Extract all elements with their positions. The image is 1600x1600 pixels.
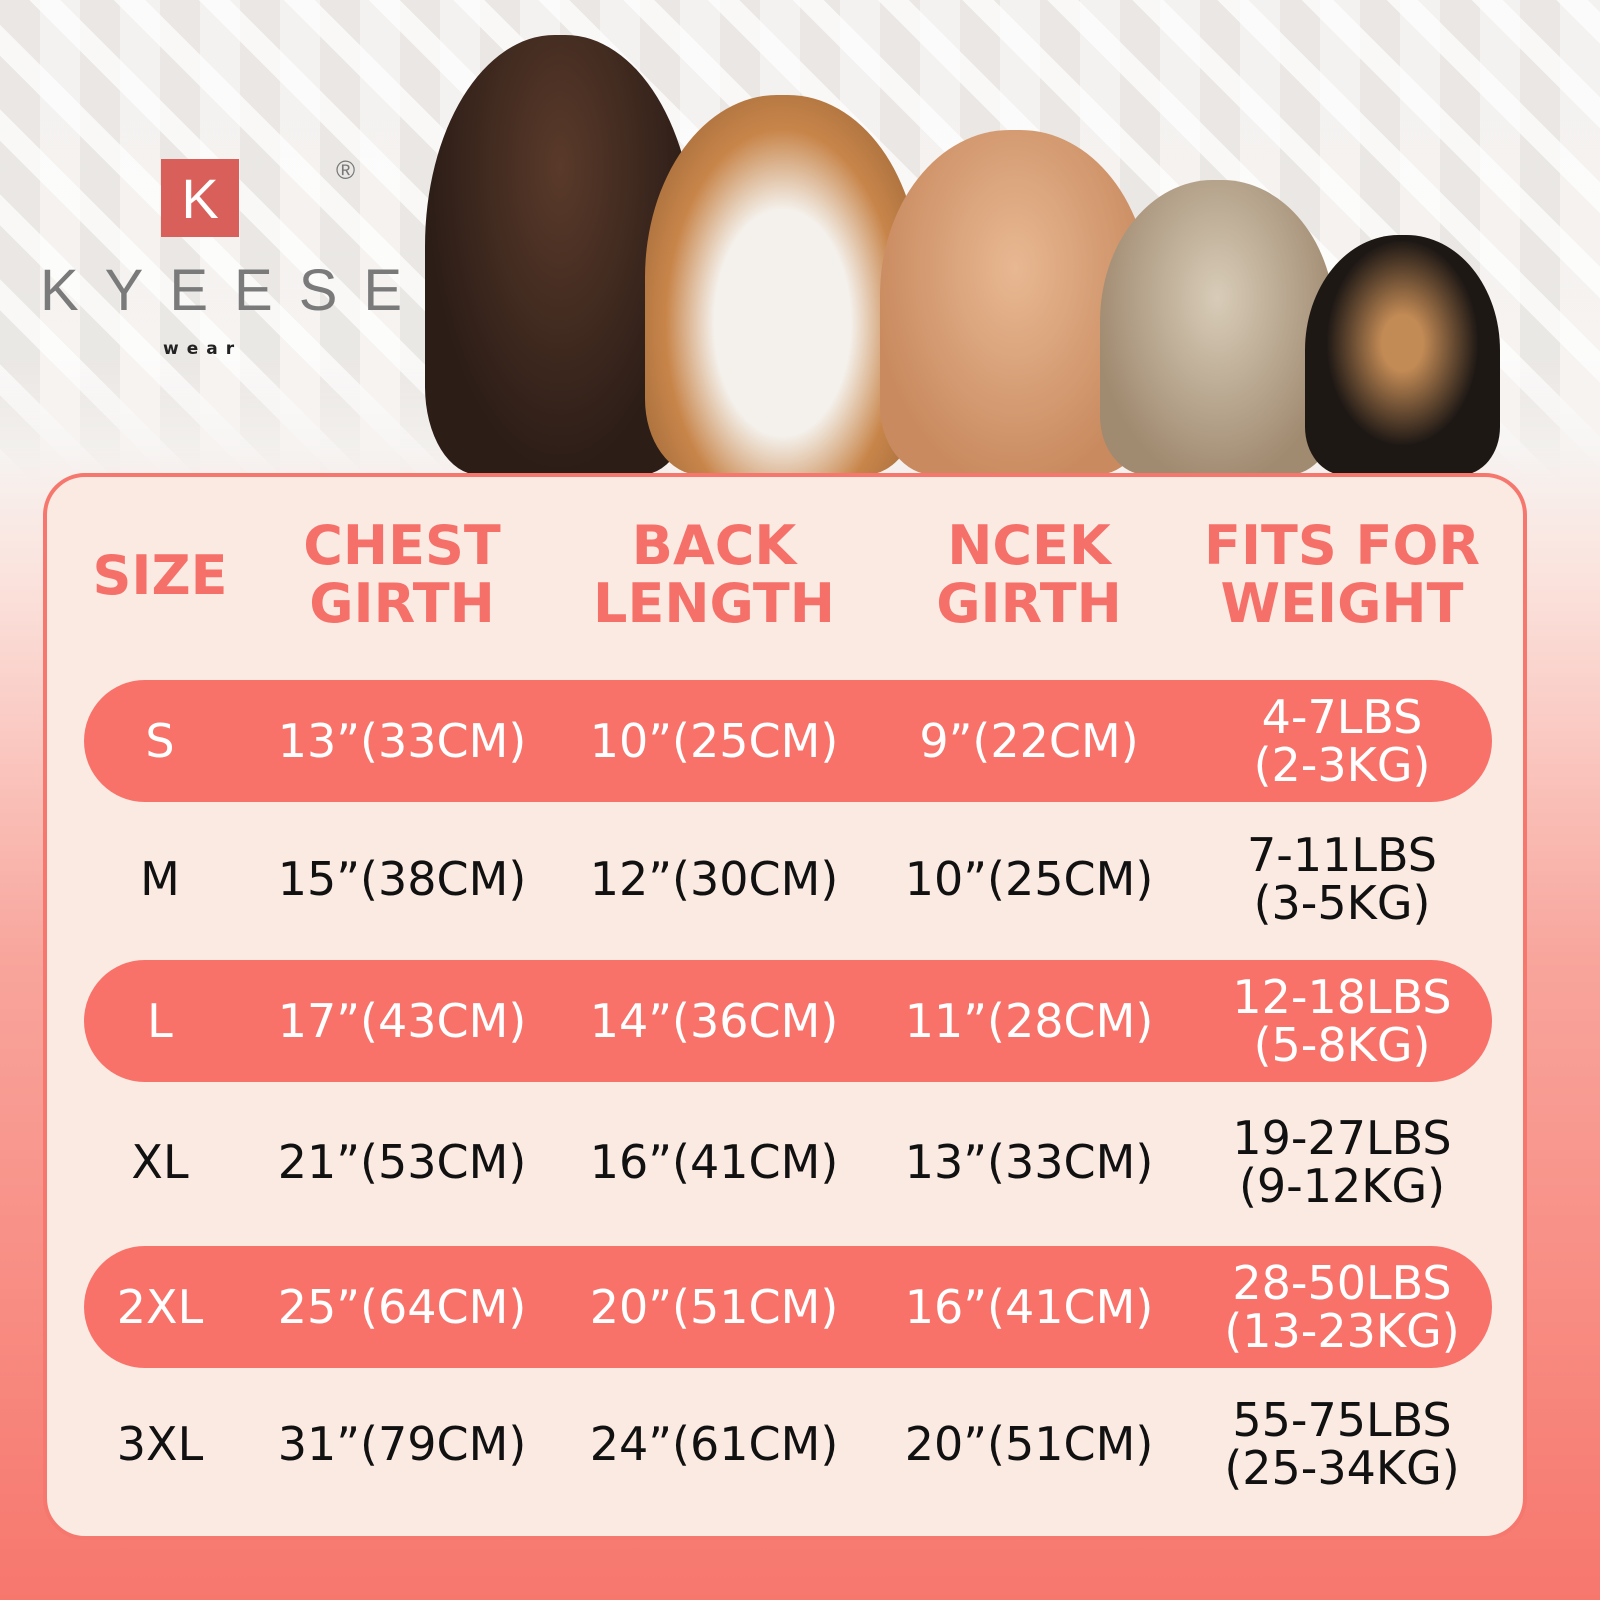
cell-size: M — [140, 852, 180, 906]
cell-neck: 20”(51CM) — [904, 1417, 1154, 1471]
row-highlight — [84, 1246, 1492, 1368]
cell-weight-lbs: 4-7LBS — [1261, 690, 1423, 744]
terrier-image — [1100, 180, 1335, 475]
cell-weight-lbs: 55-75LBS — [1232, 1393, 1452, 1447]
cell-weight: 28-50LBS (13-23KG) — [1224, 1259, 1459, 1355]
header-size: SIZE — [92, 544, 228, 607]
header-chest-girth: CHEST GIRTH — [303, 514, 501, 635]
cell-weight-kg: (9-12KG) — [1238, 1159, 1446, 1213]
brand-name: KYEESE — [40, 258, 429, 323]
header-neck-girth: NCEK GIRTH — [936, 514, 1122, 635]
cell-weight-kg: (25-34KG) — [1224, 1441, 1460, 1495]
cell-weight-kg: (5-8KG) — [1253, 1018, 1431, 1072]
cell-weight-lbs: 19-27LBS — [1232, 1111, 1452, 1165]
cell-neck: 11”(28CM) — [904, 994, 1154, 1048]
cell-weight-kg: (13-23KG) — [1224, 1304, 1460, 1358]
header-back-length: BACK LENGTH — [593, 514, 835, 635]
cell-weight-lbs: 28-50LBS — [1232, 1256, 1452, 1310]
brand-logo: K ® KYEESE wear — [40, 155, 402, 365]
cell-chest: 17”(43CM) — [277, 994, 527, 1048]
cell-weight-lbs: 12-18LBS — [1232, 970, 1452, 1024]
cell-neck: 16”(41CM) — [904, 1280, 1154, 1334]
cell-size: L — [147, 994, 173, 1048]
cell-weight: 12-18LBS (5-8KG) — [1232, 973, 1451, 1069]
cell-chest: 21”(53CM) — [277, 1135, 527, 1189]
cell-chest: 25”(64CM) — [277, 1280, 527, 1334]
cell-back: 16”(41CM) — [589, 1135, 839, 1189]
cell-weight: 7-11LBS (3-5KG) — [1247, 831, 1437, 927]
cell-neck: 10”(25CM) — [904, 852, 1154, 906]
registered-mark: ® — [336, 155, 356, 185]
chihuahua-image — [1305, 235, 1500, 475]
size-chart-table: SIZE CHEST GIRTH BACK LENGTH NCEK GIRTH … — [43, 473, 1527, 1540]
beagle-image — [645, 95, 920, 475]
cell-back: 10”(25CM) — [589, 714, 839, 768]
cell-back: 20”(51CM) — [589, 1280, 839, 1334]
header-weight: FITS FOR WEIGHT — [1204, 514, 1480, 635]
logo-k-mark: K — [161, 159, 239, 237]
cell-chest: 15”(38CM) — [277, 852, 527, 906]
cell-chest: 13”(33CM) — [277, 714, 527, 768]
brand-subtitle: wear — [163, 339, 243, 359]
cell-size: 3XL — [116, 1417, 204, 1471]
row-highlight — [84, 960, 1492, 1082]
cell-size: 2XL — [116, 1280, 204, 1334]
cell-weight-lbs: 7-11LBS — [1247, 828, 1437, 882]
cell-weight: 19-27LBS (9-12KG) — [1232, 1114, 1451, 1210]
cell-back: 24”(61CM) — [589, 1417, 839, 1471]
cell-size: S — [145, 714, 175, 768]
cell-back: 12”(30CM) — [589, 852, 839, 906]
cell-weight-kg: (2-3KG) — [1253, 738, 1431, 792]
cell-weight-kg: (3-5KG) — [1253, 876, 1431, 930]
row-highlight — [84, 680, 1492, 802]
cell-neck: 9”(22CM) — [919, 714, 1139, 768]
cell-size: XL — [131, 1135, 189, 1189]
cell-weight: 4-7LBS (2-3KG) — [1254, 693, 1431, 789]
cell-weight: 55-75LBS (25-34KG) — [1224, 1396, 1459, 1492]
cell-neck: 13”(33CM) — [904, 1135, 1154, 1189]
cell-back: 14”(36CM) — [589, 994, 839, 1048]
cell-chest: 31”(79CM) — [277, 1417, 527, 1471]
